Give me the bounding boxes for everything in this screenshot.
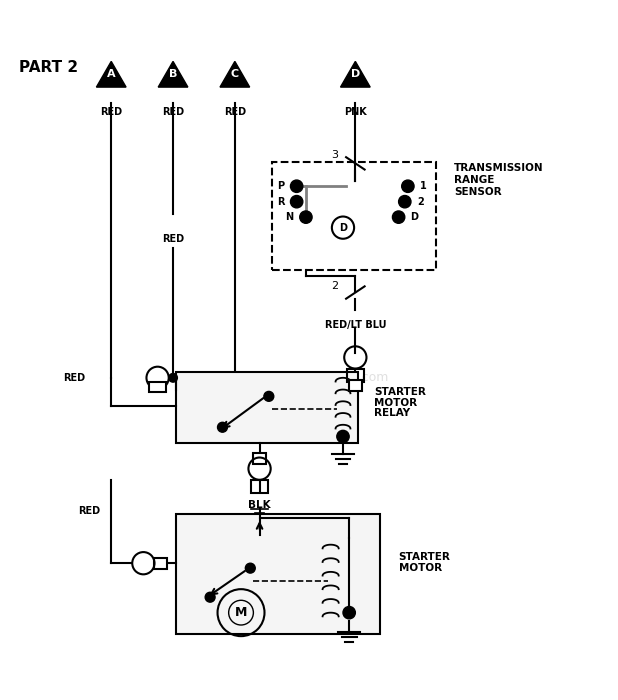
Bar [176,514,380,634]
Text: D: D [351,69,360,79]
Text: easyautodiagnostics.com: easyautodiagnostics.com [229,371,389,384]
Text: 1: 1 [420,181,427,191]
Text: STARTER: STARTER [399,552,451,562]
Text: PNK: PNK [344,107,366,117]
Text: 2: 2 [417,197,424,206]
Text: MOTOR: MOTOR [374,398,417,407]
Circle shape [300,211,312,223]
Text: M: M [235,606,247,619]
Text: MOTOR: MOTOR [399,563,442,573]
Text: A: A [107,69,116,79]
Bar [349,379,362,391]
Circle shape [290,195,303,208]
Polygon shape [158,62,188,87]
Text: C: C [231,69,239,79]
Circle shape [169,374,177,382]
Circle shape [399,195,411,208]
Circle shape [264,391,274,401]
Text: RANGE: RANGE [454,175,494,185]
Circle shape [343,606,355,619]
Text: D: D [410,212,418,222]
Text: RED/LT BLU: RED/LT BLU [324,321,386,330]
Text: RED: RED [63,373,85,383]
Bar [176,372,358,442]
Text: N: N [286,212,294,222]
Circle shape [337,430,349,442]
Text: PART 2: PART 2 [19,60,78,74]
Text: 2: 2 [331,281,339,291]
Circle shape [205,592,215,602]
Bar [347,368,364,382]
Bar [251,480,268,494]
Bar [154,558,167,569]
Circle shape [290,180,303,193]
Bar [149,382,166,392]
Text: RED: RED [224,107,246,117]
Circle shape [218,422,227,432]
Text: 3: 3 [332,150,339,160]
Polygon shape [341,62,370,87]
Bar [253,453,266,463]
Text: RELAY: RELAY [374,408,410,418]
Text: BLK: BLK [248,500,271,510]
Text: STARTER: STARTER [374,387,426,397]
Text: P: P [277,181,284,191]
Text: R: R [277,197,284,206]
Circle shape [392,211,405,223]
Text: D: D [339,223,347,232]
Text: RED: RED [100,107,122,117]
Text: B: B [169,69,177,79]
Bar [272,162,436,270]
Text: RED: RED [162,234,184,244]
Text: RED: RED [78,505,101,516]
Circle shape [402,180,414,193]
Text: RED: RED [162,107,184,117]
Polygon shape [96,62,126,87]
Text: TRANSMISSION: TRANSMISSION [454,162,544,173]
Polygon shape [220,62,250,87]
Circle shape [245,564,255,573]
Text: SENSOR: SENSOR [454,188,502,197]
